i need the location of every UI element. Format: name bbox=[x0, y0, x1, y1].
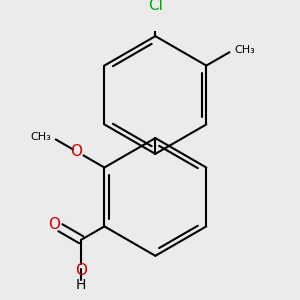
Text: O: O bbox=[75, 263, 87, 278]
Text: H: H bbox=[76, 278, 86, 292]
Text: CH₃: CH₃ bbox=[235, 44, 256, 55]
Text: Cl: Cl bbox=[148, 0, 163, 13]
Text: O: O bbox=[70, 144, 83, 159]
Text: CH₃: CH₃ bbox=[30, 132, 51, 142]
Text: O: O bbox=[49, 217, 61, 232]
